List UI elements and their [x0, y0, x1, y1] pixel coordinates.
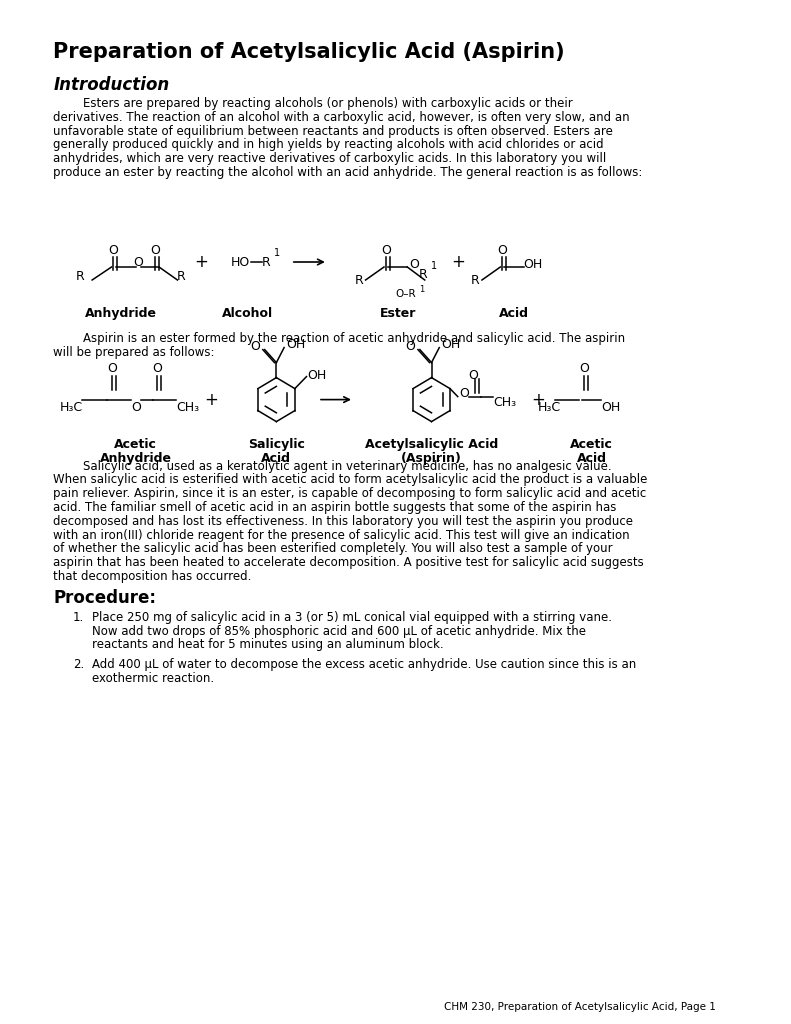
Text: derivatives. The reaction of an alcohol with a carboxylic acid, however, is ofte: derivatives. The reaction of an alcohol …	[53, 111, 630, 124]
Text: Anhydride: Anhydride	[100, 452, 172, 465]
Text: CHM 230, Preparation of Acetylsalicylic Acid, Page 1: CHM 230, Preparation of Acetylsalicylic …	[444, 1002, 716, 1012]
Text: O: O	[460, 387, 470, 400]
Text: CH₃: CH₃	[176, 401, 199, 414]
Text: O: O	[405, 340, 415, 353]
Text: 1: 1	[274, 248, 281, 258]
Text: of whether the salicylic acid has been esterified completely. You will also test: of whether the salicylic acid has been e…	[53, 543, 613, 555]
Text: O–R: O–R	[396, 289, 416, 299]
Text: O: O	[150, 244, 160, 256]
Text: Now add two drops of 85% phosphoric acid and 600 μL of acetic anhydride. Mix the: Now add two drops of 85% phosphoric acid…	[92, 625, 586, 638]
Text: O: O	[133, 256, 142, 268]
Text: Salicylic acid, used as a keratolytic agent in veterinary medicine, has no analg: Salicylic acid, used as a keratolytic ag…	[53, 460, 612, 473]
Text: OH: OH	[441, 338, 460, 351]
Text: unfavorable state of equilibrium between reactants and products is often observe: unfavorable state of equilibrium between…	[53, 125, 613, 137]
Text: anhydrides, which are very reactive derivatives of carboxylic acids. In this lab: anhydrides, which are very reactive deri…	[53, 153, 607, 165]
Text: (Aspirin): (Aspirin)	[401, 452, 462, 465]
Text: O: O	[498, 244, 507, 256]
Text: pain reliever. Aspirin, since it is an ester, is capable of decomposing to form : pain reliever. Aspirin, since it is an e…	[53, 487, 646, 500]
Text: Alcohol: Alcohol	[221, 307, 273, 319]
Text: O: O	[409, 257, 419, 270]
Text: Acetic: Acetic	[115, 437, 157, 451]
Text: exothermic reaction.: exothermic reaction.	[92, 672, 214, 685]
Text: OH: OH	[308, 369, 327, 382]
Text: 1: 1	[419, 286, 424, 295]
Text: CH₃: CH₃	[494, 396, 517, 410]
Text: R: R	[471, 273, 479, 287]
Text: O: O	[108, 362, 117, 375]
Text: Esters are prepared by reacting alcohols (or phenols) with carboxylic acids or t: Esters are prepared by reacting alcohols…	[53, 97, 573, 110]
Text: that decomposition has occurred.: that decomposition has occurred.	[53, 570, 252, 583]
Text: acid. The familiar smell of acetic acid in an aspirin bottle suggests that some : acid. The familiar smell of acetic acid …	[53, 501, 617, 514]
Text: +: +	[194, 253, 208, 271]
Text: When salicylic acid is esterified with acetic acid to form acetylsalicylic acid : When salicylic acid is esterified with a…	[53, 473, 648, 486]
Text: O: O	[381, 244, 391, 256]
Text: aspirin that has been heated to accelerate decomposition. A positive test for sa: aspirin that has been heated to accelera…	[53, 556, 644, 569]
Text: Procedure:: Procedure:	[53, 589, 157, 607]
Text: Acetic: Acetic	[570, 437, 613, 451]
Text: 1.: 1.	[73, 610, 84, 624]
Text: Acetylsalicylic Acid: Acetylsalicylic Acid	[365, 437, 498, 451]
Text: 1: 1	[430, 261, 437, 271]
Text: OH: OH	[601, 401, 620, 414]
Text: generally produced quickly and in high yields by reacting alcohols with acid chl: generally produced quickly and in high y…	[53, 138, 604, 152]
Text: R: R	[262, 256, 271, 268]
Text: with an iron(III) chloride reagent for the presence of salicylic acid. This test: with an iron(III) chloride reagent for t…	[53, 528, 630, 542]
Text: decomposed and has lost its effectiveness. In this laboratory you will test the : decomposed and has lost its effectivenes…	[53, 515, 634, 527]
Text: Salicylic: Salicylic	[248, 437, 305, 451]
Text: produce an ester by reacting the alcohol with an acid anhydride. The general rea: produce an ester by reacting the alcohol…	[53, 166, 643, 179]
Text: Acid: Acid	[577, 452, 607, 465]
Text: R: R	[354, 273, 363, 287]
Text: Add 400 μL of water to decompose the excess acetic anhydride. Use caution since : Add 400 μL of water to decompose the exc…	[92, 658, 637, 671]
Text: Acid: Acid	[261, 452, 291, 465]
Text: Acid: Acid	[499, 307, 529, 319]
Text: O: O	[250, 340, 260, 353]
Text: O: O	[108, 244, 119, 256]
Text: O: O	[468, 369, 479, 382]
Text: Preparation of Acetylsalicylic Acid (Aspirin): Preparation of Acetylsalicylic Acid (Asp…	[53, 42, 565, 62]
Text: R: R	[177, 270, 186, 284]
Text: H₃C: H₃C	[60, 401, 83, 414]
Text: 2.: 2.	[73, 658, 84, 671]
Text: will be prepared as follows:: will be prepared as follows:	[53, 346, 215, 358]
Text: Introduction: Introduction	[53, 76, 169, 94]
Text: Ester: Ester	[380, 307, 416, 319]
Text: +: +	[204, 390, 218, 409]
Text: O: O	[131, 401, 141, 414]
Text: Place 250 mg of salicylic acid in a 3 (or 5) mL conical vial equipped with a sti: Place 250 mg of salicylic acid in a 3 (o…	[92, 610, 612, 624]
Text: O: O	[152, 362, 162, 375]
Text: OH: OH	[524, 257, 543, 270]
Text: Aspirin is an ester formed by the reaction of acetic anhydride and salicylic aci: Aspirin is an ester formed by the reacti…	[53, 332, 626, 345]
Text: HO: HO	[231, 256, 250, 268]
Text: OH: OH	[286, 338, 305, 351]
Text: Anhydride: Anhydride	[85, 307, 157, 319]
Text: R: R	[419, 267, 428, 281]
Text: +: +	[532, 390, 545, 409]
Text: H₃C: H₃C	[538, 401, 562, 414]
Text: reactants and heat for 5 minutes using an aluminum block.: reactants and heat for 5 minutes using a…	[92, 638, 444, 651]
Text: R: R	[76, 270, 85, 284]
Text: O: O	[579, 362, 589, 375]
Text: +: +	[451, 253, 464, 271]
